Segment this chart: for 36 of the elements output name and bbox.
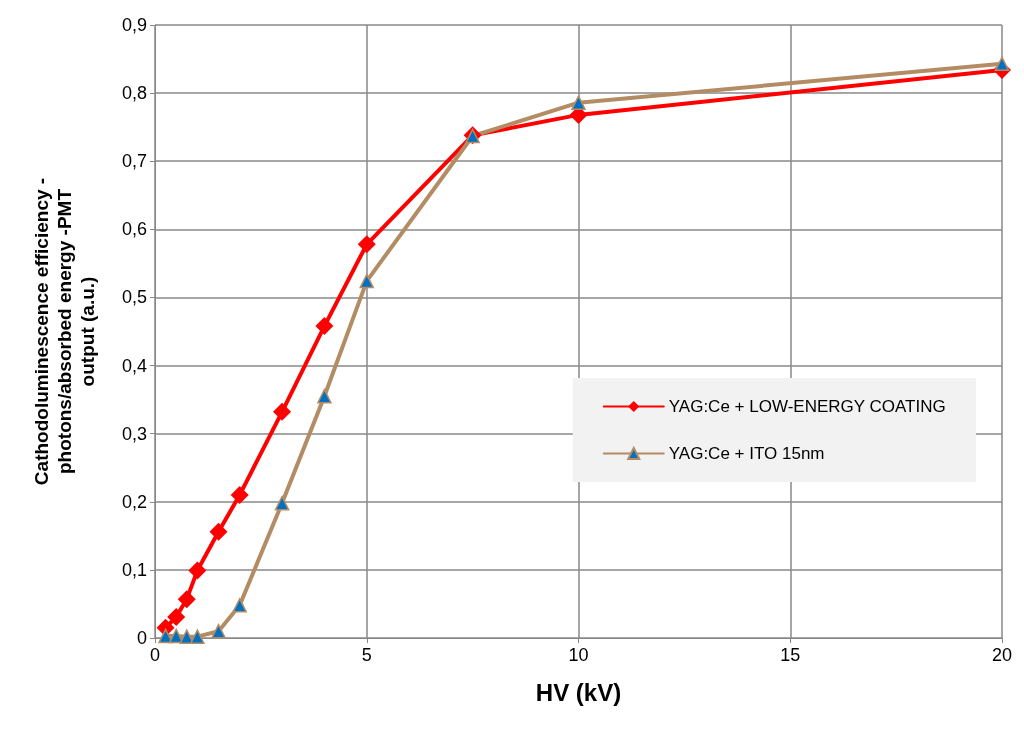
point [232, 598, 247, 613]
x-tick-label: 15 [780, 645, 801, 665]
y-tick-label: 0,3 [121, 423, 147, 444]
x-tick-label: 20 [991, 645, 1013, 665]
legend-label: YAG:Ce + LOW-ENERGY COATING [668, 397, 946, 416]
point [209, 522, 228, 541]
point [190, 629, 205, 644]
y-tick-label: 0,8 [121, 83, 147, 104]
x-tick-label: 0 [149, 645, 161, 665]
legend-label: YAG:Ce + ITO 15nm [668, 444, 825, 463]
point [273, 402, 292, 421]
point [230, 485, 249, 504]
x-axis-title: HV (kV) [535, 678, 622, 706]
y-axis-title: Cathodoluminescence efficiency - photons/absorbed energy -PMT output (a.u.) [31, 177, 98, 486]
point [274, 495, 290, 511]
point [177, 590, 196, 609]
y-tick-label: 0,2 [121, 491, 147, 512]
y-tick-label: 0,5 [121, 287, 147, 308]
point [571, 95, 586, 110]
point [168, 628, 184, 644]
point [359, 273, 374, 289]
y-tick-label: 0 [136, 628, 147, 648]
point [317, 388, 332, 404]
point [211, 623, 226, 639]
point [167, 607, 186, 626]
y-tick-label: 0,9 [121, 15, 147, 35]
point [994, 56, 1010, 72]
y-tick-label: 0,6 [121, 219, 147, 240]
x-tick-label: 5 [361, 645, 372, 665]
point [357, 235, 376, 254]
y-tick-label: 0,7 [121, 151, 147, 172]
y-tick-label: 0,4 [121, 355, 147, 376]
x-tick-label: 10 [568, 645, 589, 665]
point [315, 317, 334, 336]
point [188, 561, 207, 580]
y-tick-label: 0,1 [121, 559, 147, 580]
